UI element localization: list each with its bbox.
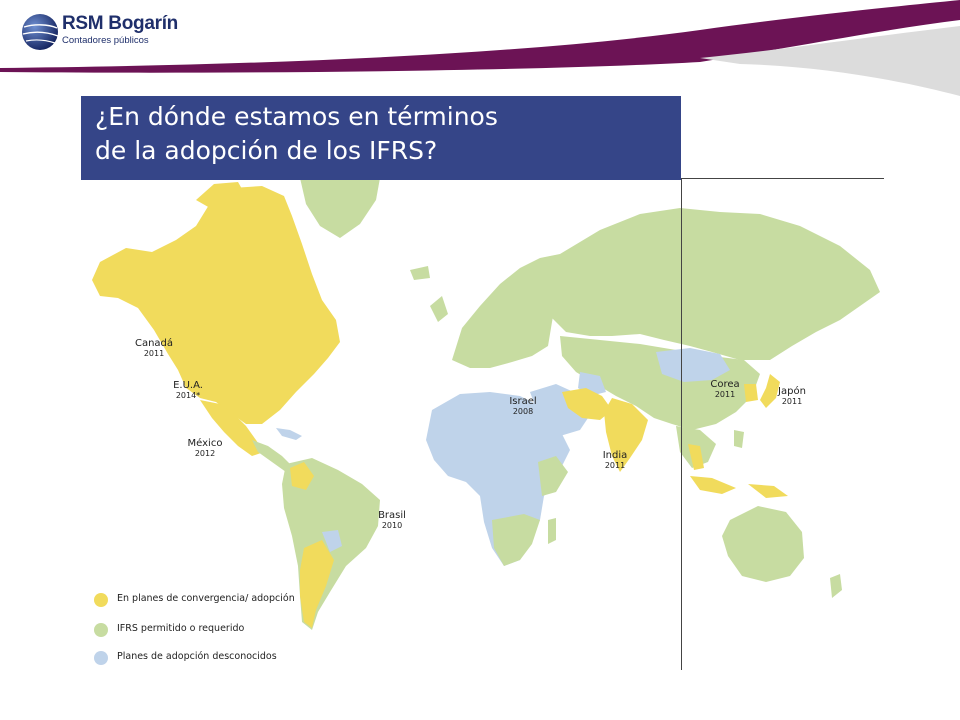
- title-box: ¿En dónde estamos en términos de la adop…: [81, 96, 681, 180]
- region-east-africa: [538, 456, 568, 496]
- region-uk: [430, 296, 448, 322]
- country-label-japon: Japón: [777, 385, 806, 397]
- region-madagascar: [548, 518, 556, 544]
- region-north-america: [92, 186, 340, 424]
- legend-label-unknown: Planes de adopción desconocidos: [117, 651, 277, 662]
- country-label-israel: Israel: [509, 396, 536, 407]
- region-indonesia: [690, 476, 736, 494]
- country-label-canada: Canadá: [135, 337, 173, 349]
- region-greenland: [300, 178, 380, 238]
- rsm-globe-icon: [22, 14, 59, 50]
- title-line-2: de la adopción de los IFRS?: [95, 136, 438, 165]
- legend-label-convergence: En planes de convergencia/ adopción: [117, 593, 295, 604]
- logo-tagline: Contadores públicos: [62, 35, 149, 46]
- country-year-canada: 2011: [144, 349, 164, 358]
- region-paraguay: [322, 530, 342, 552]
- legend-swatch-convergence: [94, 593, 108, 607]
- country-year-israel: 2008: [513, 407, 533, 416]
- country-label-eua: E.U.A.: [173, 380, 203, 391]
- region-argentina-chile: [300, 540, 334, 628]
- region-mongolia: [656, 348, 730, 382]
- region-caribbean: [276, 428, 302, 440]
- region-venezuela: [290, 462, 314, 490]
- country-year-corea: 2011: [715, 390, 735, 399]
- region-philippines: [734, 430, 744, 448]
- country-year-brasil: 2010: [382, 521, 402, 530]
- country-label-brasil: Brasil: [378, 510, 406, 521]
- region-south-africa: [492, 514, 540, 566]
- region-europe: [452, 254, 574, 368]
- region-korea: [744, 384, 758, 402]
- region-new-zealand: [830, 574, 842, 598]
- region-iran: [562, 388, 612, 420]
- region-russia: [552, 208, 880, 360]
- region-arctic-islands: [196, 182, 246, 208]
- logo: RSM Bogarín Contadores públicos: [62, 14, 178, 47]
- region-indonesia-east: [748, 484, 788, 498]
- legend-swatch-unknown: [94, 651, 108, 665]
- country-year-india: 2011: [605, 461, 625, 470]
- legend-swatch-permitted: [94, 623, 108, 637]
- logo-name: RSM Bogarín: [62, 13, 178, 34]
- region-australia: [722, 506, 804, 582]
- title-line-1: ¿En dónde estamos en términos: [95, 102, 498, 131]
- region-india: [604, 398, 648, 472]
- country-year-eua: 2014*: [176, 391, 200, 400]
- country-label-india: India: [603, 450, 628, 461]
- region-indochina: [688, 444, 704, 470]
- region-japan: [760, 374, 780, 408]
- country-label-corea: Corea: [710, 379, 739, 390]
- country-year-mexico: 2012: [195, 449, 215, 458]
- country-year-japon: 2011: [782, 397, 802, 406]
- region-iceland: [410, 266, 430, 280]
- region-central-america: [252, 440, 292, 472]
- header-band: [0, 0, 960, 96]
- legend-label-permitted: IFRS permitido o requerido: [117, 623, 245, 634]
- region-mexico: [200, 400, 264, 456]
- country-label-mexico: México: [188, 437, 223, 449]
- country-labels: Canadá2011E.U.A.2014*México2012Brasil201…: [135, 337, 806, 530]
